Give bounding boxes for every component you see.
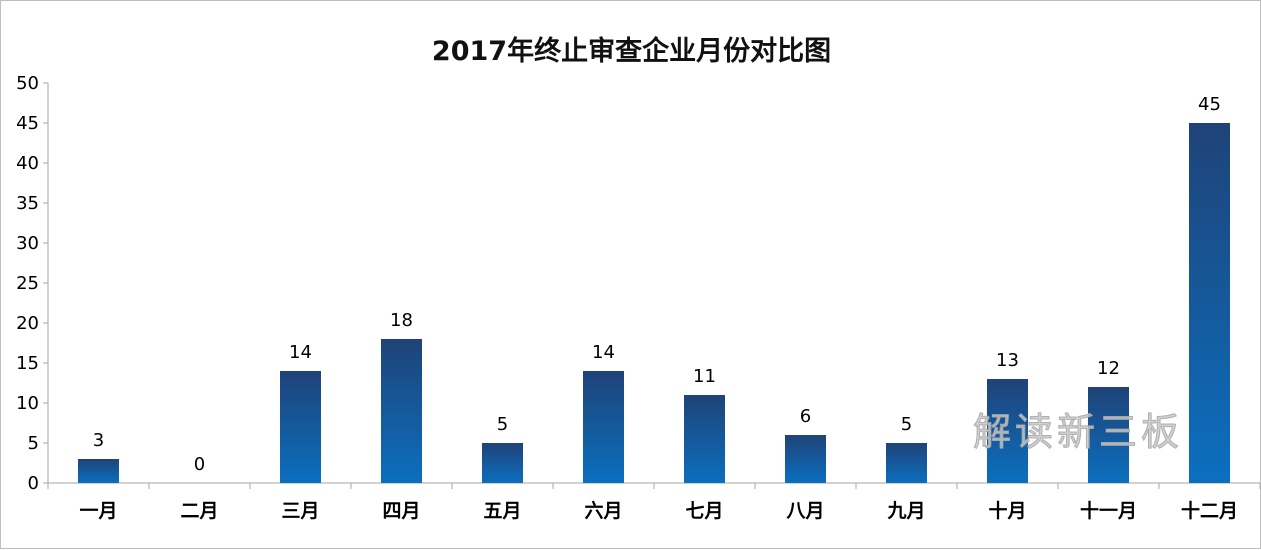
bar: [78, 459, 119, 483]
chart-title: 2017年终止审查企业月份对比图: [431, 36, 832, 67]
bar: [280, 371, 321, 483]
data-label: 14: [592, 342, 615, 363]
data-label: 0: [194, 454, 205, 475]
y-tick-label: 35: [16, 193, 39, 214]
bar: [482, 443, 523, 483]
x-tick-label: 四月: [382, 500, 420, 522]
data-label: 14: [289, 342, 312, 363]
data-label: 13: [996, 350, 1019, 371]
bar: [987, 379, 1028, 483]
data-label: 45: [1198, 94, 1221, 115]
y-tick-label: 25: [16, 273, 39, 294]
bar: [381, 339, 422, 483]
bar: [684, 395, 725, 483]
data-label: 11: [693, 366, 716, 387]
bars: [78, 123, 1230, 483]
x-tick-label: 一月: [79, 500, 117, 522]
x-tick-label: 九月: [886, 500, 925, 522]
bar: [1088, 387, 1129, 483]
labels: 3 一月 0 二月 14 三月 18 四月 5 五月 14 六月 11 七月 6 八月 5 九月 13 十月 12 十一月…: [79, 94, 1238, 522]
data-label: 5: [497, 414, 508, 435]
y-tick-label: 5: [28, 433, 39, 454]
data-label: 12: [1097, 358, 1120, 379]
y-tick-label: 40: [16, 153, 39, 174]
data-label: 6: [800, 406, 811, 427]
data-label: 18: [390, 310, 413, 331]
y-tick-label: 20: [16, 313, 39, 334]
watermark-logo: 解读新三板: [972, 410, 1184, 455]
bar: [1189, 123, 1230, 483]
y-tick-label: 50: [16, 73, 39, 94]
x-tick-label: 三月: [281, 500, 319, 522]
x-tick-label: 八月: [786, 500, 824, 522]
y-tick-label: 10: [16, 393, 39, 414]
y-tick-label: 15: [16, 353, 39, 374]
x-tick-label: 六月: [584, 499, 622, 522]
y-tick-label: 30: [16, 233, 39, 254]
x-tick-label: 七月: [685, 500, 723, 522]
data-label: 5: [901, 414, 912, 435]
x-tick-label: 十一月: [1080, 499, 1137, 522]
data-label: 3: [93, 430, 104, 451]
x-tick-label: 五月: [483, 500, 521, 522]
bar: [785, 435, 826, 483]
x-tick-label: 十月: [988, 499, 1026, 522]
y-tick-label: 45: [16, 113, 39, 134]
x-tick-label: 二月: [180, 500, 218, 522]
bar: [583, 371, 624, 483]
y-tick-label: 0: [28, 473, 39, 494]
x-tick-label: 十二月: [1181, 499, 1238, 522]
bar: [886, 443, 927, 483]
